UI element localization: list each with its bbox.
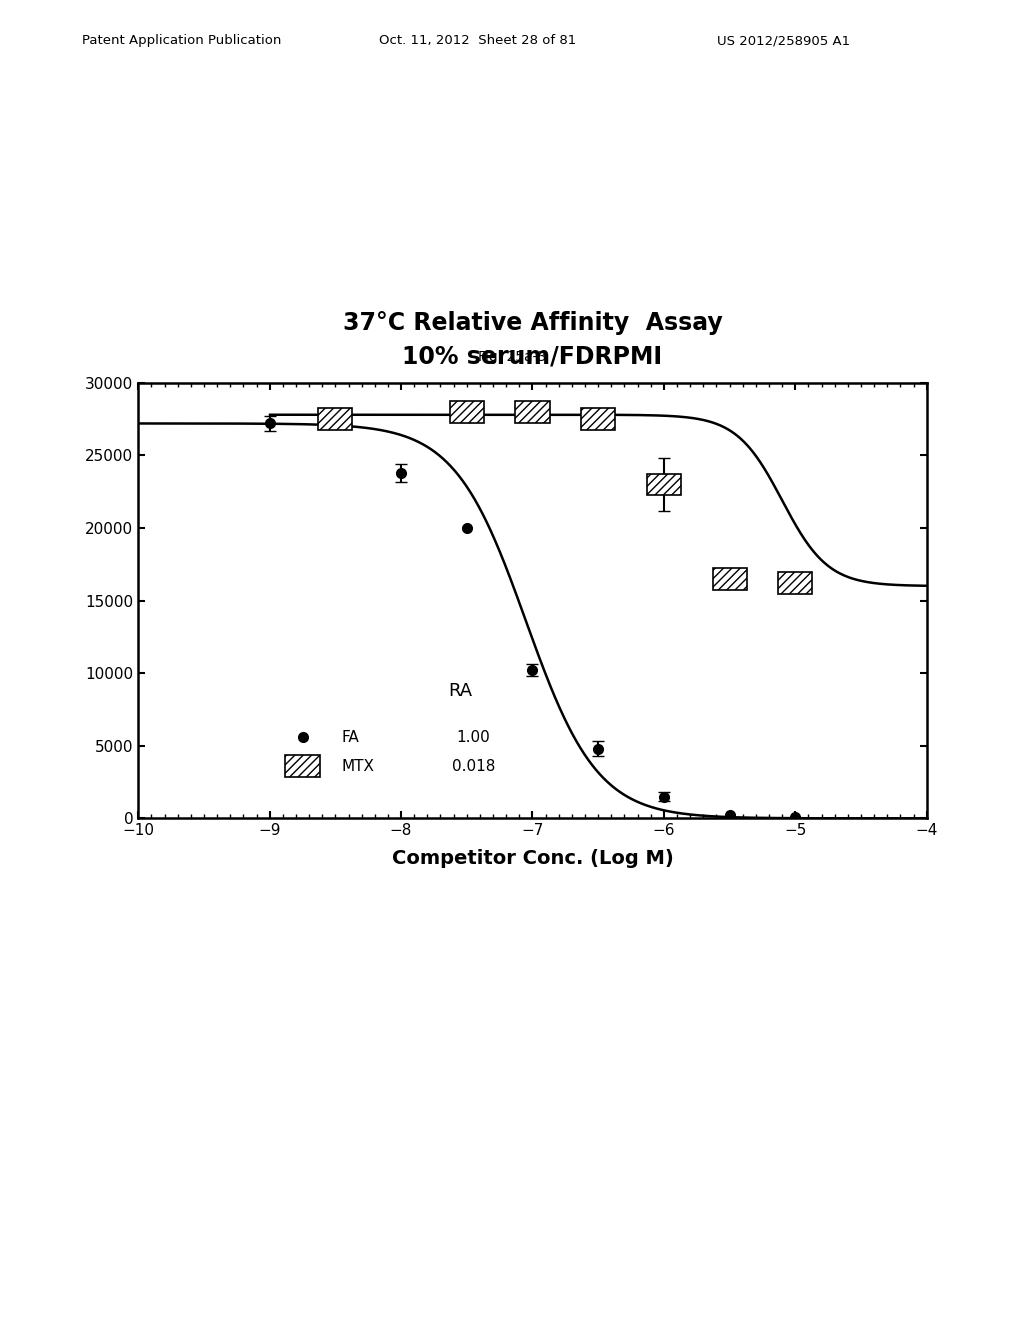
Bar [581, 408, 615, 430]
Bar [286, 755, 319, 777]
Bar [647, 474, 681, 495]
Bar [515, 401, 550, 422]
Text: MTX: MTX [342, 759, 375, 774]
Text: Fig. 25a-3: Fig. 25a-3 [478, 350, 546, 364]
Text: RA: RA [449, 681, 472, 700]
X-axis label: Competitor Conc. (Log M): Competitor Conc. (Log M) [391, 849, 674, 869]
Text: Oct. 11, 2012  Sheet 28 of 81: Oct. 11, 2012 Sheet 28 of 81 [379, 34, 577, 48]
Text: 0.018: 0.018 [452, 759, 495, 774]
Bar [318, 408, 352, 430]
Bar [713, 568, 746, 590]
Text: FA: FA [342, 730, 359, 744]
Text: US 2012/258905 A1: US 2012/258905 A1 [717, 34, 850, 48]
Title: 37°C Relative Affinity  Assay
10% serum/FDRPMI: 37°C Relative Affinity Assay 10% serum/F… [343, 310, 722, 368]
Text: Patent Application Publication: Patent Application Publication [82, 34, 282, 48]
Bar [450, 401, 484, 422]
Bar [778, 573, 812, 594]
Text: 1.00: 1.00 [457, 730, 490, 744]
